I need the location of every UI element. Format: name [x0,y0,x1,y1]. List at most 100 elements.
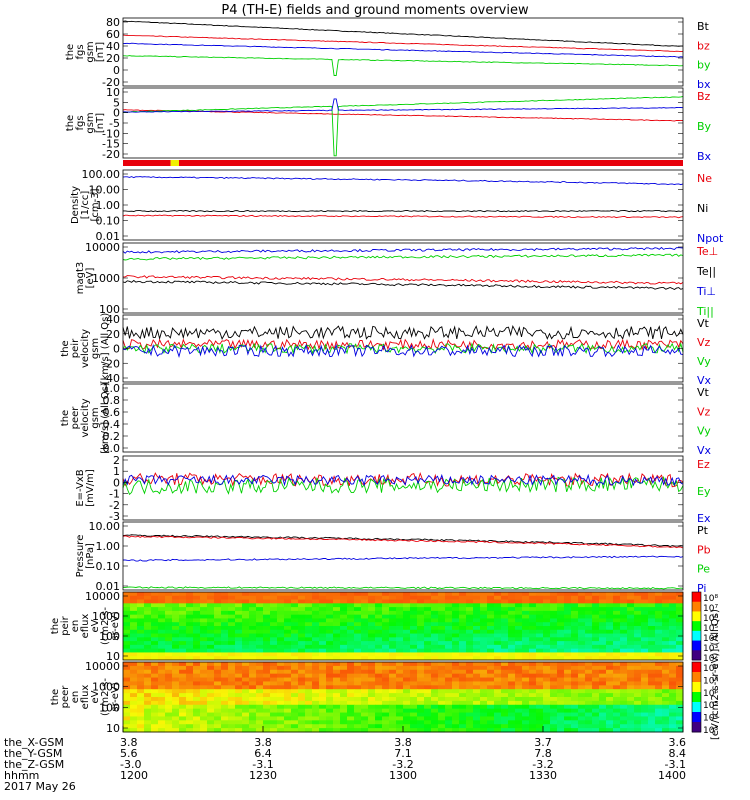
spectrogram-cell [410,697,418,702]
spectrogram-cell [557,644,565,650]
spectrogram-cell [466,595,474,601]
spectrogram-cell [620,595,628,601]
spectrogram-cell [466,648,474,653]
spectrogram-cell [305,724,313,729]
spectrogram-cell [305,716,313,721]
spectrogram-cell [249,652,257,657]
spectrogram-cell [382,665,390,671]
spectrogram-cell [627,633,635,638]
spectrogram-cell [130,622,138,627]
spectrogram-cell [648,595,656,601]
spectrogram-cell [235,693,243,698]
spectrogram-cell [431,633,439,638]
spectrogram-cell [417,681,425,686]
spectrogram-cell [123,693,131,698]
spectrogram-cell [165,648,173,653]
spectrogram-cell [410,595,418,601]
spectrogram-cell [536,669,544,675]
spectrogram-cell [263,712,271,717]
spectrogram-cell [445,607,453,612]
spectrogram-cell [228,689,236,694]
spectrogram-cell [613,629,621,635]
spectrogram-cell [312,704,320,710]
spectrogram-cell [151,708,159,714]
spectrogram-cell [452,708,460,714]
spectrogram-cell [333,669,341,675]
spectrogram-cell [648,656,656,661]
spectrogram-cell [375,652,383,657]
spectrogram-cell [676,665,684,671]
spectrogram-cell [172,728,180,733]
x-axis-value: 3.8 [120,736,138,749]
spectrogram-cell [494,626,502,631]
spectrogram-cell [410,618,418,623]
spectrogram-cell [571,708,579,714]
spectrogram-cell [235,665,243,671]
spectrogram-cell [543,626,551,631]
spectrogram-cell [431,697,439,702]
spectrogram-cell [466,681,474,686]
legend-entry: Ey [697,485,711,498]
spectrogram-cell [466,693,474,698]
spectrogram-cell [284,693,292,698]
spectrogram-cell [571,712,579,717]
spectrogram-cell [228,673,236,679]
spectrogram-cell [550,716,558,721]
spectrogram-cell [585,662,593,667]
spectrogram-cell [459,704,467,710]
spectrogram-cell [361,704,369,710]
x-axis-value: 3.7 [534,736,552,749]
spectrogram-cell [431,689,439,694]
colorbar-tick-label: 10⁴ [703,714,718,724]
spectrogram-cell [340,622,348,627]
spectrogram-cell [389,681,397,686]
spectrogram-cell [543,708,551,714]
spectrogram-cell [144,641,152,646]
spectrogram-cell [508,644,516,650]
y-tick-label: 0.4 [103,418,121,431]
spectrogram-cell [298,652,306,657]
spectrogram-cell [662,633,670,638]
spectrogram-cell [207,704,215,710]
spectrogram-cell [403,712,411,717]
spectrogram-cell [501,689,509,694]
spectrogram-cell [333,689,341,694]
spectrogram-cell [473,656,481,661]
spectrogram-cell [228,633,236,638]
y-axis-label: eflux [80,614,91,639]
spectrogram-cell [466,724,474,729]
spectrogram-cell [256,700,264,706]
spectrogram-cell [480,629,488,635]
spectrogram-cell [214,669,222,675]
spectrogram-cell [473,644,481,650]
spectrogram-cell [291,700,299,706]
spectrogram-cell [144,592,152,597]
spectrogram-cell [480,716,488,721]
spectrogram-cell [319,637,327,642]
spectrogram-cell [634,720,642,725]
x-axis-value: -3.2 [532,758,553,771]
spectrogram-cell [347,685,355,690]
spectrogram-cell [431,673,439,679]
spectrogram-cell [473,614,481,619]
y-tick-label: -2 [109,499,120,512]
spectrogram-cell [585,720,593,725]
spectrogram-cell [130,708,138,714]
spectrogram-cell [361,603,369,608]
spectrogram-cell [445,618,453,623]
spectrogram-cell [347,728,355,733]
spectrogram-cell [403,700,411,706]
spectrogram-cell [340,648,348,653]
spectrogram-cell [536,626,544,631]
spectrogram-cell [536,728,544,733]
spectrogram-cell [466,662,474,667]
spectrogram-cell [655,681,663,686]
spectrogram-cell [312,641,320,646]
spectrogram-cell [312,708,320,714]
spectrogram-cell [263,693,271,698]
spectrogram-cell [207,720,215,725]
spectrogram-cell [368,708,376,714]
spectrogram-cell [368,603,376,608]
spectrogram-cell [655,637,663,642]
